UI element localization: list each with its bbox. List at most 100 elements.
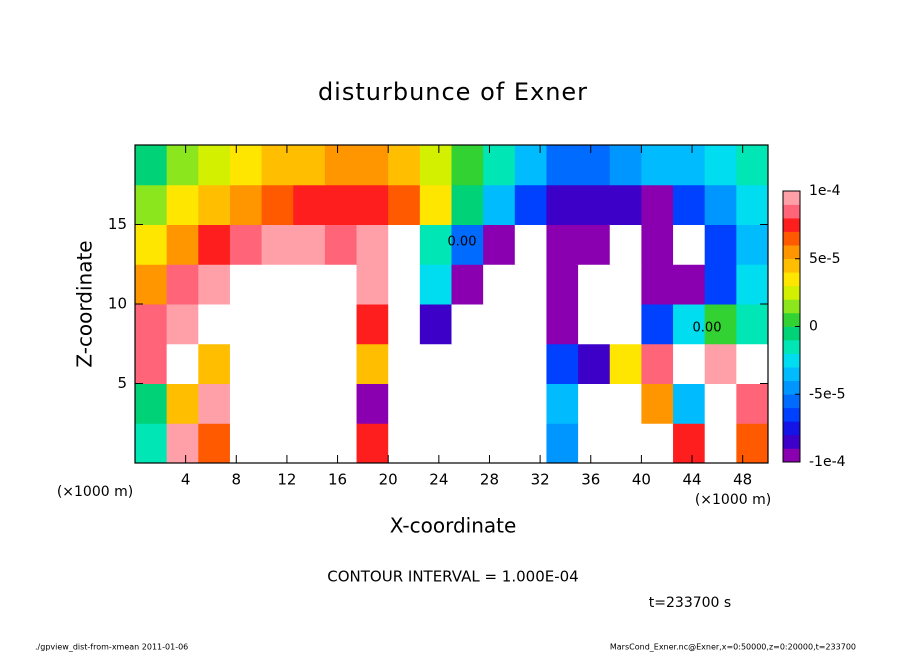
contour-cell bbox=[641, 184, 674, 225]
contour-cell bbox=[546, 264, 579, 305]
x-tick-label: 16 bbox=[328, 471, 347, 489]
contour-cell bbox=[198, 145, 231, 186]
annotation: CONTOUR INTERVAL = 1.000E-04 bbox=[327, 568, 578, 586]
contour-cell bbox=[166, 145, 199, 186]
contour-cell bbox=[483, 423, 516, 464]
contour-cell bbox=[673, 304, 706, 345]
contour-cell bbox=[261, 224, 294, 265]
contour-cell bbox=[356, 423, 389, 464]
contour-cell bbox=[609, 184, 642, 225]
contour-cell bbox=[546, 184, 579, 225]
contour-label: 0.00 bbox=[693, 321, 722, 336]
colorbar-level bbox=[783, 326, 800, 341]
footer-left: ./gpview_dist-from-xmean 2011-01-06 bbox=[35, 643, 188, 652]
contour-cell bbox=[261, 423, 294, 464]
contour-cell bbox=[609, 343, 642, 384]
colorbar-level bbox=[783, 312, 800, 327]
colorbar-level bbox=[783, 245, 800, 260]
contour-cell bbox=[356, 343, 389, 384]
chart-title: disturbunce of Exner bbox=[318, 78, 588, 106]
contour-cell bbox=[514, 224, 547, 265]
colorbar-level bbox=[783, 407, 800, 422]
contour-cell bbox=[293, 343, 326, 384]
contour-cell bbox=[609, 423, 642, 464]
contour-cell bbox=[514, 304, 547, 345]
contour-cell bbox=[324, 224, 358, 265]
x-tick-label: 32 bbox=[531, 471, 550, 489]
x-tick-label: 24 bbox=[429, 471, 448, 489]
contour-cell bbox=[483, 304, 516, 345]
x-tick-label: 44 bbox=[682, 471, 701, 489]
contour-cell bbox=[261, 343, 294, 384]
contour-cell bbox=[356, 304, 389, 345]
contour-cell bbox=[736, 184, 769, 225]
contour-cell bbox=[451, 224, 484, 265]
contour-cell bbox=[198, 264, 231, 305]
colorbar-level bbox=[783, 434, 800, 449]
contour-cell bbox=[704, 264, 737, 305]
colorbar-level bbox=[783, 218, 800, 232]
contour-cell bbox=[166, 304, 199, 345]
contour-cell bbox=[198, 184, 231, 225]
contour-cell bbox=[261, 184, 294, 225]
contour-cell bbox=[736, 264, 769, 305]
contour-cell bbox=[356, 264, 389, 305]
contour-cell bbox=[135, 423, 168, 464]
contour-cell bbox=[229, 145, 263, 186]
contour-cell bbox=[673, 383, 706, 424]
contour-cell bbox=[673, 224, 706, 265]
colorbar-level bbox=[783, 272, 800, 287]
contour-cell bbox=[641, 304, 674, 345]
contour-cell bbox=[514, 423, 547, 464]
colorbar-level bbox=[783, 394, 800, 409]
contour-cell bbox=[324, 264, 358, 305]
contour-cell bbox=[166, 383, 199, 424]
contour-cell bbox=[356, 145, 389, 186]
contour-cell bbox=[324, 343, 358, 384]
contour-cell bbox=[641, 343, 674, 384]
colorbar-level bbox=[783, 421, 800, 436]
contour-label: 0.00 bbox=[448, 235, 477, 250]
contour-cell bbox=[198, 343, 231, 384]
contour-cell bbox=[641, 423, 674, 464]
contour-cell bbox=[261, 145, 294, 186]
contour-cell bbox=[451, 184, 484, 225]
colorbar-level bbox=[783, 448, 800, 463]
contour-cell bbox=[609, 145, 642, 186]
contour-cell bbox=[356, 383, 389, 424]
time-label: t=233700 s bbox=[649, 595, 731, 611]
contour-cell bbox=[388, 145, 421, 186]
contour-cell bbox=[578, 264, 611, 305]
contour-cell bbox=[736, 145, 769, 186]
contour-cell bbox=[514, 184, 547, 225]
contour-cell bbox=[641, 145, 674, 186]
contour-cell bbox=[388, 343, 421, 384]
contour-cell bbox=[229, 383, 263, 424]
contour-cell bbox=[419, 145, 452, 186]
contour-cell bbox=[135, 184, 168, 225]
contour-cell bbox=[451, 304, 484, 345]
contour-cell bbox=[578, 343, 611, 384]
contour-cell bbox=[578, 184, 611, 225]
contour-cell bbox=[324, 145, 358, 186]
contour-cell bbox=[609, 383, 642, 424]
contour-cell bbox=[293, 264, 326, 305]
contour-cell bbox=[736, 423, 769, 464]
contour-cell bbox=[514, 383, 547, 424]
contour-cell bbox=[261, 304, 294, 345]
contour-cell bbox=[609, 264, 642, 305]
contour-cell bbox=[736, 383, 769, 424]
contour-cell bbox=[166, 264, 199, 305]
contour-cell bbox=[673, 264, 706, 305]
colorbar-level bbox=[783, 340, 800, 354]
contour-cell bbox=[483, 224, 516, 265]
y-tick-label: 5 bbox=[117, 374, 127, 392]
x-tick-label: 8 bbox=[232, 471, 242, 489]
contour-cell bbox=[229, 423, 263, 464]
contour-cell bbox=[514, 145, 547, 186]
contour-cell bbox=[704, 343, 737, 384]
contour-cell bbox=[546, 343, 579, 384]
x-tick-label: 12 bbox=[277, 471, 296, 489]
contour-cell bbox=[388, 264, 421, 305]
contour-cell bbox=[388, 383, 421, 424]
